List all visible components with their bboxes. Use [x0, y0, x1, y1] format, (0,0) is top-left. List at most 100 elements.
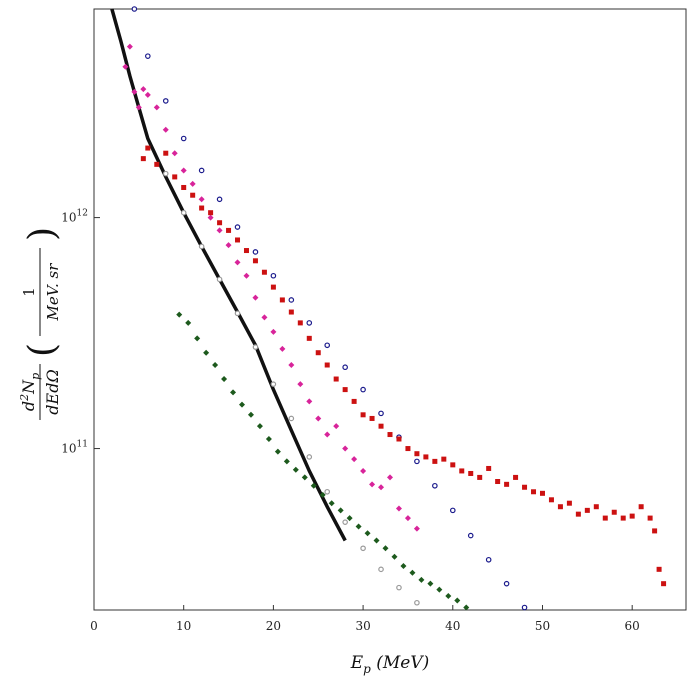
data-point — [126, 43, 133, 50]
plot-marks — [110, 6, 667, 611]
data-point — [409, 569, 416, 576]
data-point — [395, 505, 402, 512]
x-tick-label: 40 — [445, 619, 460, 633]
data-point — [288, 297, 295, 303]
data-point — [369, 415, 375, 421]
data-point — [459, 468, 465, 474]
data-point — [414, 599, 420, 606]
data-point — [445, 592, 452, 599]
data-point — [315, 350, 321, 356]
data-point — [378, 566, 384, 573]
data-point — [319, 491, 326, 498]
data-point — [306, 398, 313, 405]
data-point — [216, 227, 223, 234]
y-tick-label: 1011 — [61, 440, 88, 456]
data-point — [656, 566, 662, 572]
data-point — [122, 63, 129, 70]
data-point — [274, 448, 281, 455]
data-point — [194, 335, 201, 342]
data-point — [342, 364, 348, 371]
series-3 — [122, 43, 420, 532]
data-point — [208, 210, 214, 216]
data-point — [221, 376, 228, 383]
data-point — [154, 161, 160, 167]
svg-text:d2Np: d2Np — [18, 373, 42, 411]
data-point — [531, 489, 537, 495]
data-point — [360, 412, 366, 418]
data-point — [378, 484, 385, 491]
data-point — [620, 515, 626, 521]
data-point — [436, 586, 443, 593]
data-point — [180, 135, 187, 142]
data-point — [477, 474, 483, 480]
data-point — [145, 145, 151, 151]
data-point — [351, 398, 357, 404]
y-axis-title: d2Np dEdΩ ( 1 MeV. sr ) — [18, 227, 63, 420]
data-point — [593, 504, 599, 510]
data-point — [265, 435, 272, 442]
data-point — [427, 580, 434, 587]
x-tick-label: 10 — [176, 619, 191, 633]
data-point — [513, 474, 519, 480]
data-point — [279, 345, 286, 352]
data-point — [301, 474, 308, 481]
data-point — [441, 456, 447, 462]
data-point — [468, 470, 474, 476]
data-point — [521, 604, 528, 611]
x-tick-label: 30 — [355, 619, 370, 633]
data-point — [342, 445, 349, 452]
data-point — [181, 184, 187, 190]
data-point — [212, 362, 219, 369]
data-point — [252, 344, 259, 350]
data-point — [270, 328, 277, 335]
data-point — [283, 458, 290, 465]
data-point — [364, 530, 371, 537]
data-point — [297, 320, 303, 326]
data-point — [324, 362, 330, 368]
series-4 — [140, 145, 667, 587]
data-point — [378, 423, 384, 429]
data-point — [575, 511, 581, 517]
data-point — [297, 381, 304, 388]
data-point — [190, 192, 196, 198]
data-point — [387, 474, 393, 481]
series-5 — [176, 311, 470, 611]
data-point — [162, 126, 169, 133]
data-point — [485, 556, 492, 563]
data-point — [216, 196, 223, 203]
data-point — [486, 465, 492, 471]
data-point — [324, 342, 331, 349]
data-point — [207, 214, 214, 221]
x-tick-label: 50 — [535, 619, 550, 633]
data-point — [189, 180, 196, 187]
data-point — [418, 576, 425, 583]
data-point — [270, 272, 277, 279]
data-point — [548, 497, 554, 503]
svg-text:(: ( — [22, 343, 63, 357]
data-point — [153, 104, 160, 111]
data-point — [252, 294, 259, 301]
data-point — [413, 525, 420, 532]
series-2 — [131, 6, 528, 611]
data-point — [629, 513, 635, 519]
data-point — [454, 597, 461, 604]
data-point — [279, 297, 285, 303]
data-point — [449, 507, 456, 514]
data-point — [172, 174, 178, 180]
data-point — [162, 170, 169, 177]
data-point — [355, 523, 362, 530]
x-axis: 0 10 20 30 40 50 60 — [90, 605, 640, 633]
data-point — [342, 387, 348, 393]
data-point — [391, 553, 398, 560]
data-point — [539, 490, 545, 496]
data-point — [131, 88, 138, 95]
data-point — [602, 515, 608, 521]
y-axis: 1012 1011 — [61, 209, 100, 456]
data-point — [467, 532, 474, 539]
data-point — [310, 482, 317, 489]
data-point — [647, 515, 653, 521]
data-point — [198, 196, 205, 203]
data-point — [522, 484, 528, 490]
data-point — [557, 504, 563, 510]
data-point — [351, 456, 358, 463]
